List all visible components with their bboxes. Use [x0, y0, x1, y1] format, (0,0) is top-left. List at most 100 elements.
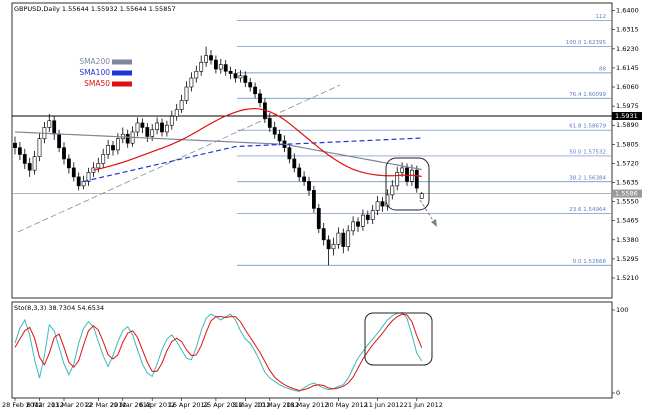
candle-body — [17, 147, 22, 155]
highlight-box — [385, 157, 430, 211]
candle-body — [57, 133, 62, 148]
fib-label: 112 — [596, 14, 607, 20]
highlight-box — [364, 312, 433, 366]
candle-body — [370, 210, 375, 220]
candle-body — [47, 120, 52, 128]
stochastic-panel — [11, 301, 613, 399]
candle-body — [360, 214, 365, 227]
candle-body — [76, 176, 81, 187]
candle-body — [150, 129, 155, 137]
y-tick-label: 100 — [616, 306, 628, 314]
candle-body — [27, 163, 32, 171]
arrow — [419, 199, 435, 223]
price-tag-label: 1.5931 — [615, 112, 638, 120]
x-tick-label: 25 Apr 2012 — [203, 401, 243, 409]
price-tag — [612, 112, 642, 121]
y-tick-label: 1.5975 — [616, 102, 639, 110]
candle-body — [233, 73, 238, 79]
y-tick-label: 1.5890 — [616, 121, 639, 129]
candle-body — [277, 133, 282, 142]
candle-body — [346, 230, 351, 247]
x-tick-label: 30 May 2012 — [325, 401, 367, 409]
candle-body — [13, 142, 17, 148]
x-tick-label: 22 Mar 2012 — [85, 401, 126, 409]
x-tick-label: 29 Mar 2012 — [110, 401, 151, 409]
fib-label: 61.8 1.58679 — [569, 124, 606, 130]
candle-body — [258, 93, 262, 104]
candle-body — [86, 172, 91, 182]
candle-body — [287, 147, 292, 160]
y-tick-label: 1.5210 — [616, 274, 639, 282]
x-tick-label: 18 May 2012 — [286, 401, 328, 409]
legend-swatch — [112, 70, 132, 76]
oscillator-line — [14, 311, 423, 392]
chart-title: GBPUSD,Daily 1.55644 1.55932 1.55644 1.5… — [14, 5, 176, 13]
candle-body — [395, 172, 400, 187]
x-tick-label: 21 Jun 2012 — [404, 401, 443, 409]
candle-body — [336, 232, 341, 245]
candle-body — [297, 167, 302, 178]
x-tick-label: 3 May 2012 — [232, 401, 270, 409]
candle-body — [209, 55, 213, 61]
x-tick-label: 28 Feb 2012 — [2, 401, 42, 409]
candle-body — [101, 154, 106, 164]
candle-body — [145, 127, 150, 137]
indicator-title: Sto(8,3,3) 38.7304 54.6534 — [14, 304, 104, 312]
candle-body — [71, 167, 76, 178]
candle-body — [214, 59, 218, 70]
candle-body — [272, 127, 277, 135]
x-tick-label: 6 Mar 2012 — [27, 401, 64, 409]
candle-body — [37, 138, 42, 157]
candle-body — [160, 122, 164, 133]
candle-body — [155, 122, 160, 131]
candle-body — [351, 221, 356, 232]
candle-body — [174, 109, 179, 117]
x-tick-label: 13 Mar 2012 — [51, 401, 92, 409]
candle-body — [243, 75, 248, 83]
y-tick-label: 1.6315 — [616, 26, 639, 34]
y-tick-label: 1.6400 — [616, 7, 639, 15]
candle-body — [400, 167, 405, 173]
y-tick-label: 1.5295 — [616, 255, 639, 263]
legend-label: SMA50 — [84, 79, 110, 88]
candle-body — [218, 64, 223, 70]
fib-label: 0.0 1.52668 — [573, 259, 607, 265]
y-tick-label: 1.6145 — [616, 64, 639, 72]
candle-body — [116, 138, 120, 151]
legend-swatch — [112, 81, 132, 87]
candle-body — [67, 158, 71, 169]
price-tag-label: 1.5586 — [615, 190, 638, 198]
y-tick-label: 1.5550 — [616, 198, 639, 206]
candle-body — [356, 221, 360, 227]
candle-body — [52, 120, 57, 135]
candle-body — [165, 124, 169, 133]
fib-label: 50.0 1.57532 — [569, 149, 606, 155]
candle-body — [292, 158, 297, 169]
candle-body — [135, 122, 140, 133]
candle-body — [125, 133, 130, 144]
candle-body — [331, 244, 336, 250]
candle-body — [106, 145, 111, 155]
candle-body — [62, 147, 66, 160]
y-tick-label: 1.6060 — [616, 83, 639, 91]
candle-body — [140, 122, 145, 128]
candle-body — [302, 176, 307, 182]
price-panel — [11, 2, 613, 299]
candle-body — [169, 115, 174, 126]
oscillator-line — [14, 313, 423, 392]
candle-body — [96, 163, 101, 169]
legend-label: SMA100 — [79, 68, 110, 77]
candle-body — [419, 193, 424, 199]
candle-body — [390, 185, 395, 196]
candle-body — [253, 86, 258, 95]
candle-body — [111, 145, 115, 151]
moving-average — [93, 107, 422, 178]
candle-body — [316, 208, 321, 229]
fib-label: 23.6 1.54964 — [569, 207, 606, 213]
candle-body — [22, 154, 27, 164]
fib-label: 88 — [599, 66, 606, 72]
y-tick-label: 1.5635 — [616, 179, 639, 187]
candle-body — [223, 64, 228, 72]
candle-body — [204, 55, 209, 63]
